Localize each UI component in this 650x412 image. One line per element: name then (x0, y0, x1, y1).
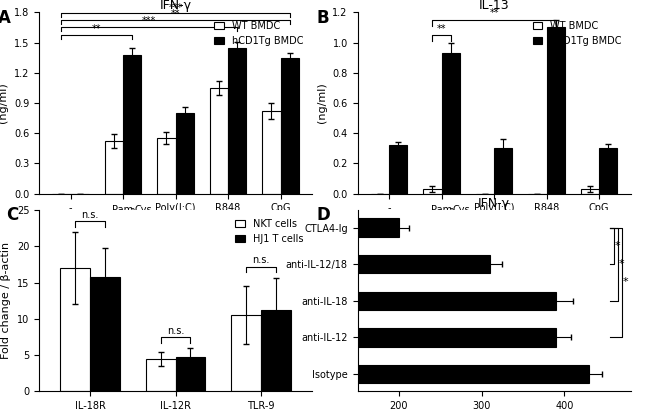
Bar (580, 189, 599, 194)
Bar (233, 218, 399, 236)
Legend: WT BMDC, hCD1Tg BMDC: WT BMDC, hCD1Tg BMDC (529, 17, 626, 50)
Bar (233, 365, 589, 383)
Bar (547, 28, 565, 194)
Bar (233, 328, 556, 346)
Bar (90, 277, 120, 391)
Bar (176, 357, 205, 391)
Text: **: ** (437, 23, 447, 33)
Bar (105, 141, 123, 194)
Text: ***: *** (168, 3, 183, 13)
Y-axis label: (ng/ml): (ng/ml) (0, 83, 8, 123)
Bar (176, 113, 194, 194)
Bar (389, 145, 408, 194)
Text: CpG: CpG (270, 203, 291, 213)
Text: **: ** (171, 9, 180, 19)
Bar (494, 148, 512, 194)
Bar (261, 310, 291, 391)
Text: **: ** (92, 23, 101, 33)
Bar (423, 189, 441, 194)
Text: n.s.: n.s. (167, 325, 184, 335)
Text: R848: R848 (534, 203, 559, 213)
Text: C: C (6, 206, 18, 225)
Text: n.s.: n.s. (81, 210, 99, 220)
Text: Cys: Cys (134, 204, 151, 215)
Text: **: ** (489, 8, 499, 19)
Bar (262, 111, 281, 194)
Text: B: B (317, 9, 329, 27)
Text: *: * (623, 277, 629, 288)
Text: Poly(I:C): Poly(I:C) (474, 203, 514, 213)
Text: -: - (69, 203, 72, 213)
Text: Pam: Pam (431, 204, 452, 215)
Text: 3: 3 (448, 208, 454, 217)
Text: Pam: Pam (112, 204, 133, 215)
Legend: WT BMDC, hCD1Tg BMDC: WT BMDC, hCD1Tg BMDC (211, 17, 307, 50)
Title: IFN-γ: IFN-γ (159, 0, 192, 12)
Text: D: D (317, 206, 330, 225)
Text: *: * (615, 241, 620, 251)
Legend: NKT cells, HJ1 T cells: NKT cells, HJ1 T cells (231, 215, 307, 248)
Bar (599, 148, 618, 194)
Bar (210, 88, 228, 194)
Bar (157, 138, 176, 194)
Text: -: - (387, 203, 391, 213)
Text: CpG: CpG (589, 203, 609, 213)
Bar (146, 359, 176, 391)
Title: IFN-γ: IFN-γ (478, 197, 510, 210)
Bar (233, 255, 490, 273)
Y-axis label: Fold change / β-actin: Fold change / β-actin (1, 242, 11, 359)
Y-axis label: (ng/ml): (ng/ml) (317, 83, 327, 123)
Text: ***: *** (142, 16, 157, 26)
Bar (233, 292, 556, 310)
Bar (228, 48, 246, 194)
Bar (123, 55, 142, 194)
Text: 3: 3 (130, 208, 135, 217)
Bar (60, 268, 90, 391)
Text: Cys: Cys (452, 204, 470, 215)
Bar (231, 315, 261, 391)
Text: *: * (619, 259, 625, 269)
Text: A: A (0, 9, 11, 27)
Text: Poly(I:C): Poly(I:C) (155, 203, 196, 213)
Text: n.s.: n.s. (252, 255, 270, 265)
Title: IL-13: IL-13 (478, 0, 510, 12)
Bar (441, 53, 460, 194)
Bar (281, 58, 299, 194)
Text: R848: R848 (215, 203, 240, 213)
